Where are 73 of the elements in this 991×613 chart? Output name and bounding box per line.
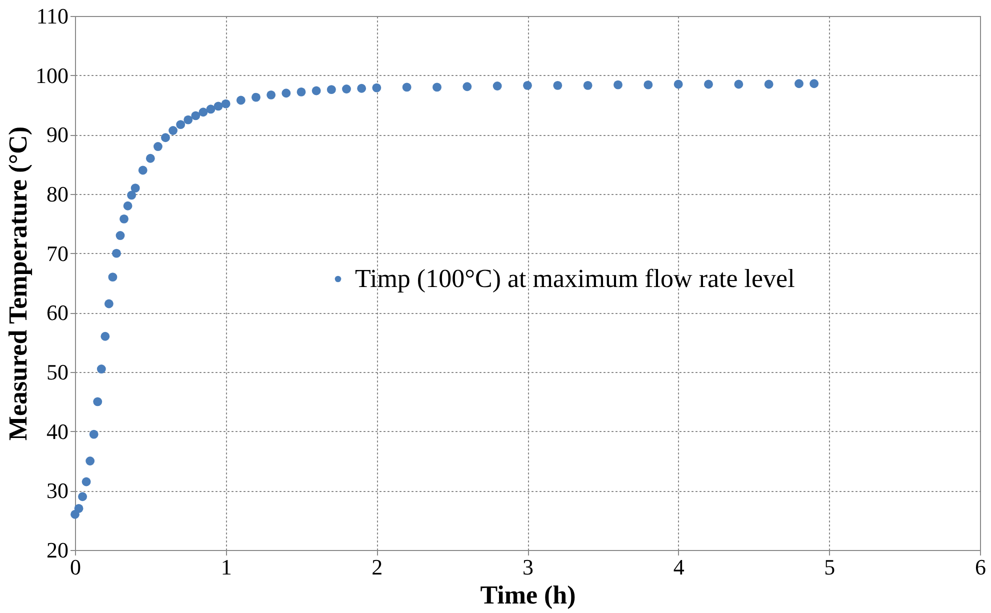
point [553, 80, 562, 90]
point [198, 108, 208, 117]
point [357, 84, 366, 93]
legend-label: Timp (100°C) at maximum flow rate level [355, 264, 795, 293]
point [100, 332, 110, 341]
point [206, 104, 216, 114]
point [138, 166, 148, 175]
point [764, 80, 774, 89]
point [96, 364, 106, 374]
point [214, 102, 223, 111]
point [127, 190, 136, 200]
point [153, 142, 162, 151]
y-tick-label: 90 [46, 122, 68, 148]
point [432, 82, 442, 92]
point [614, 80, 622, 90]
point [120, 214, 128, 224]
point [252, 92, 260, 102]
y-tick-label: 30 [46, 478, 68, 504]
y-tick-label: 20 [46, 538, 68, 562]
point [342, 84, 351, 94]
y-axis-title: Measured Temperature (°C) [4, 126, 32, 441]
point [644, 80, 653, 90]
point [74, 504, 84, 513]
point [123, 201, 132, 210]
point [104, 299, 114, 308]
point [108, 272, 118, 282]
point [704, 80, 713, 89]
point [523, 80, 532, 90]
point [82, 477, 91, 486]
point [734, 80, 744, 89]
y-tick-label: 80 [46, 182, 68, 206]
y-tick-label: 40 [46, 418, 68, 444]
point [674, 80, 683, 89]
y-tick-label: 100 [36, 62, 68, 88]
point [161, 133, 170, 142]
point [89, 430, 98, 439]
x-tick-label: 5 [824, 554, 836, 580]
point [296, 87, 306, 96]
point [810, 79, 819, 88]
point [93, 397, 102, 406]
point [462, 82, 472, 92]
y-tick-label: 110 [36, 4, 68, 28]
y-tick-label: 50 [46, 360, 68, 384]
point [221, 99, 230, 108]
x-axis-title: Time (h) [480, 580, 576, 610]
point [266, 90, 276, 100]
x-tick-label: 6 [975, 554, 986, 580]
x-tick-label: 2 [372, 554, 383, 580]
point [146, 154, 155, 163]
x-tick-label: 3 [522, 554, 534, 580]
x-tick-label: 0 [70, 554, 81, 580]
y-tick-label: 60 [46, 300, 68, 326]
point [184, 115, 193, 124]
x-tick-label: 4 [673, 554, 684, 580]
y-tick-label: 70 [46, 240, 68, 266]
x-tick-label: 1 [220, 554, 232, 580]
point [492, 82, 502, 90]
point [191, 111, 200, 120]
point [312, 86, 321, 96]
point [794, 79, 804, 88]
point [326, 85, 336, 94]
point [372, 83, 382, 92]
point [168, 126, 178, 135]
point [86, 456, 95, 466]
point [176, 120, 186, 130]
point [112, 248, 121, 258]
point [583, 80, 592, 90]
point [282, 88, 291, 98]
point [116, 231, 125, 240]
point [130, 184, 140, 193]
point [78, 492, 88, 502]
point [236, 96, 246, 105]
point [402, 82, 412, 92]
